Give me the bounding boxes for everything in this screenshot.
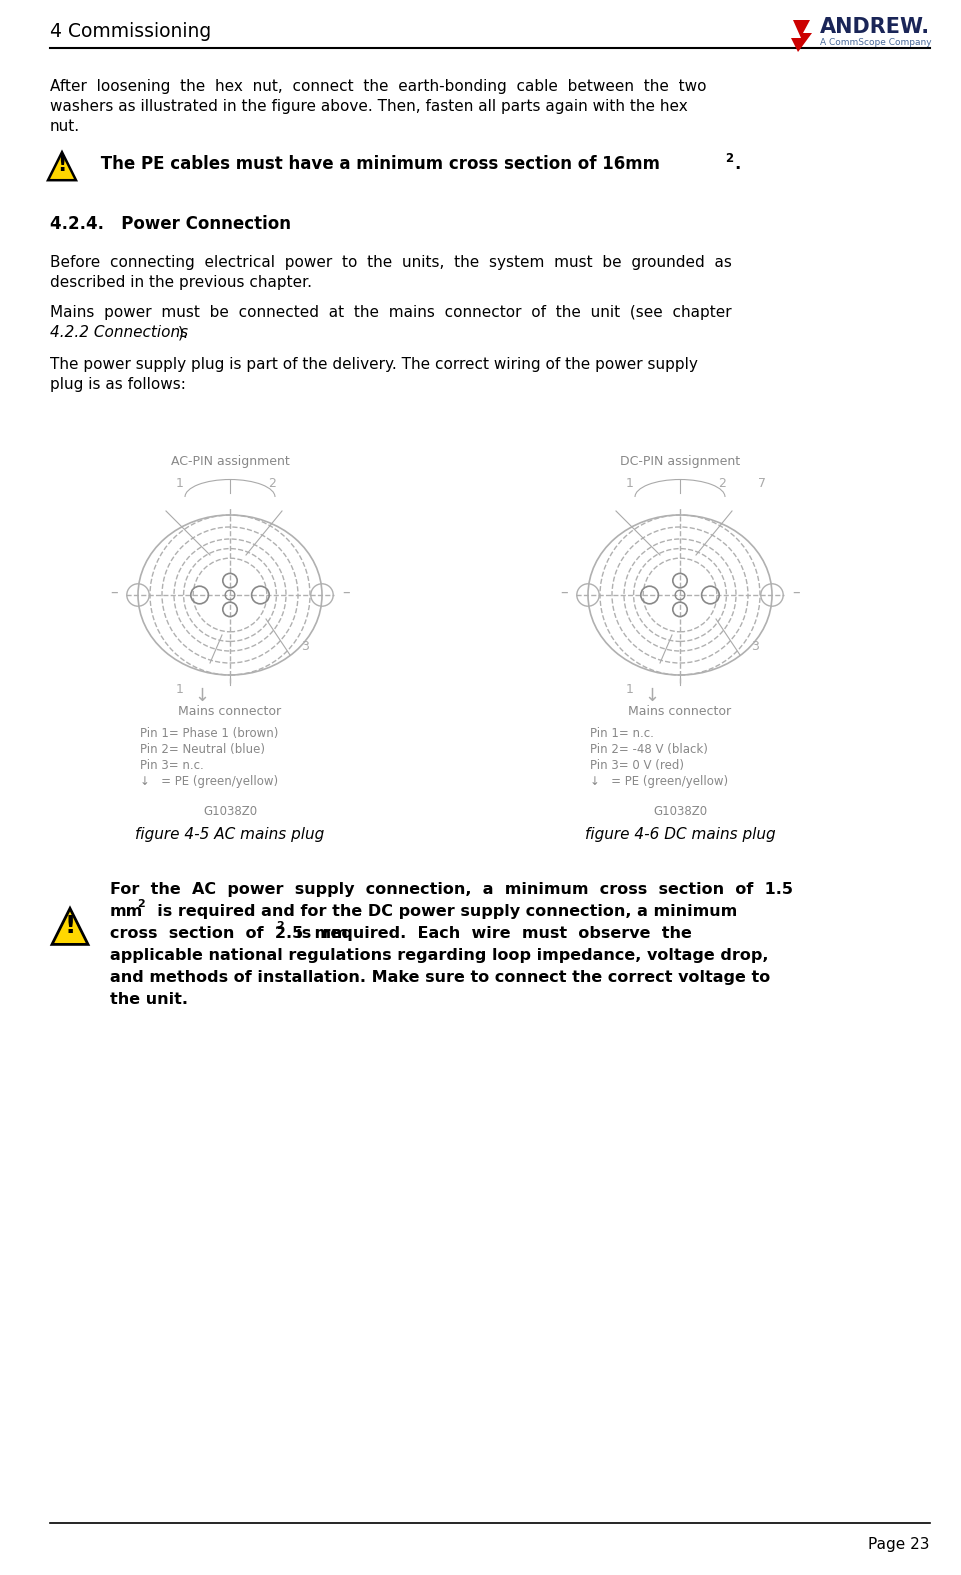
Text: The power supply plug is part of the delivery. The correct wiring of the power s: The power supply plug is part of the del…: [50, 358, 698, 372]
Text: 2: 2: [276, 921, 283, 931]
Polygon shape: [791, 20, 812, 52]
Text: Before  connecting  electrical  power  to  the  units,  the  system  must  be  g: Before connecting electrical power to th…: [50, 255, 732, 269]
Text: 3: 3: [752, 639, 759, 654]
Text: 2: 2: [268, 477, 276, 490]
Text: ).: ).: [178, 324, 188, 340]
Text: !: !: [58, 156, 66, 175]
Text: The PE cables must have a minimum cross section of 16mm: The PE cables must have a minimum cross …: [95, 154, 660, 173]
Text: –: –: [560, 584, 568, 600]
Polygon shape: [48, 153, 76, 180]
Text: is required and for the DC power supply connection, a minimum: is required and for the DC power supply …: [146, 904, 737, 918]
Text: described in the previous chapter.: described in the previous chapter.: [50, 276, 312, 290]
Text: ↓   = PE (green/yellow): ↓ = PE (green/yellow): [590, 775, 728, 788]
Text: nut.: nut.: [50, 120, 80, 134]
Text: mm: mm: [110, 904, 143, 918]
Text: A CommScope Company: A CommScope Company: [820, 38, 931, 47]
Text: 4 Commissioning: 4 Commissioning: [50, 22, 211, 41]
Text: washers as illustrated in the figure above. Then, fasten all parts again with th: washers as illustrated in the figure abo…: [50, 99, 688, 113]
Text: 2: 2: [718, 477, 726, 490]
Text: After  loosening  the  hex  nut,  connect  the  earth-bonding  cable  between  t: After loosening the hex nut, connect the…: [50, 79, 706, 94]
Text: cross  section  of  2.5  mm: cross section of 2.5 mm: [110, 926, 348, 940]
Text: ↓: ↓: [194, 687, 209, 706]
Text: G1038Z0: G1038Z0: [203, 805, 257, 817]
Text: 4.2.2 Connections: 4.2.2 Connections: [50, 324, 188, 340]
Text: plug is as follows:: plug is as follows:: [50, 376, 185, 392]
Text: !: !: [64, 915, 76, 939]
Text: 7: 7: [758, 477, 766, 490]
Text: the unit.: the unit.: [110, 992, 188, 1006]
Text: 1: 1: [626, 477, 634, 490]
Text: –: –: [111, 584, 118, 600]
Text: Page 23: Page 23: [869, 1537, 930, 1551]
Text: Mains  power  must  be  connected  at  the  mains  connector  of  the  unit  (se: Mains power must be connected at the mai…: [50, 306, 731, 320]
Text: figure 4-6 DC mains plug: figure 4-6 DC mains plug: [584, 827, 776, 843]
Text: 1: 1: [176, 477, 184, 490]
Text: 3: 3: [301, 639, 308, 654]
Text: ↓   = PE (green/yellow): ↓ = PE (green/yellow): [140, 775, 278, 788]
Text: DC-PIN assignment: DC-PIN assignment: [620, 455, 740, 468]
Text: .: .: [734, 154, 740, 173]
Text: –: –: [342, 584, 350, 600]
Text: 2: 2: [137, 899, 145, 909]
Text: is  required.  Each  wire  must  observe  the: is required. Each wire must observe the: [285, 926, 692, 940]
Text: ↓: ↓: [645, 687, 659, 706]
Text: For  the  AC  power  supply  connection,  a  minimum  cross  section  of  1.5: For the AC power supply connection, a mi…: [110, 882, 793, 898]
Text: 1: 1: [626, 684, 634, 696]
Text: and methods of installation. Make sure to connect the correct voltage to: and methods of installation. Make sure t…: [110, 970, 771, 984]
Text: Pin 2= Neutral (blue): Pin 2= Neutral (blue): [140, 743, 265, 756]
Text: G1038Z0: G1038Z0: [653, 805, 707, 817]
Text: ANDREW.: ANDREW.: [820, 17, 930, 36]
Text: Pin 1= Phase 1 (brown): Pin 1= Phase 1 (brown): [140, 728, 279, 740]
Text: Pin 3= 0 V (red): Pin 3= 0 V (red): [590, 759, 684, 772]
Text: 1: 1: [176, 684, 184, 696]
Text: AC-PIN assignment: AC-PIN assignment: [171, 455, 289, 468]
Text: 2: 2: [725, 153, 733, 165]
Polygon shape: [52, 909, 88, 945]
Text: Pin 2= -48 V (black): Pin 2= -48 V (black): [590, 743, 708, 756]
Text: Mains connector: Mains connector: [179, 706, 282, 718]
Text: Pin 3= n.c.: Pin 3= n.c.: [140, 759, 204, 772]
Text: applicable national regulations regarding loop impedance, voltage drop,: applicable national regulations regardin…: [110, 948, 769, 962]
Text: –: –: [792, 584, 800, 600]
Text: Mains connector: Mains connector: [628, 706, 731, 718]
Text: Pin 1= n.c.: Pin 1= n.c.: [590, 728, 653, 740]
Text: 4.2.4.   Power Connection: 4.2.4. Power Connection: [50, 216, 291, 233]
Text: figure 4-5 AC mains plug: figure 4-5 AC mains plug: [136, 827, 325, 843]
